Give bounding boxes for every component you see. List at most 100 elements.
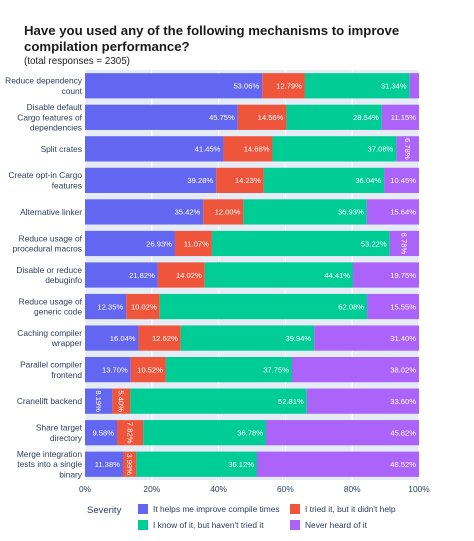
bar-segment (123, 451, 137, 477)
bar-value-label: 14.02% (176, 271, 202, 280)
x-tick-label: 20% (143, 484, 160, 494)
bar-value-label: 5.40% (117, 390, 126, 412)
bar-segment (116, 420, 144, 446)
bar-segment (85, 357, 131, 383)
bar-segment (112, 388, 131, 414)
bar-segment (130, 388, 307, 414)
category-label: Merge integration tests into a single bina… (17, 449, 83, 480)
x-tick-labels: 0% 20% 40% 60% 80% 100% (79, 484, 430, 494)
bar-value-label: 48.52% (390, 460, 416, 469)
category-label: Reduce usage of generic code (19, 296, 83, 316)
bar-value-label: 12.79% (276, 82, 302, 91)
bar-value-label: 31.40% (390, 334, 416, 343)
bar-segment (306, 388, 419, 414)
category-label: Alternative linker (20, 207, 82, 217)
bar-segment (174, 230, 212, 257)
bar-value-label: 10.45% (390, 176, 416, 185)
x-tick-label: 40% (210, 484, 227, 494)
bar-segment (85, 73, 263, 99)
bar-segment (180, 325, 315, 351)
bar-value-label: 8.19% (94, 390, 103, 412)
bar-value-label: 10.52% (137, 365, 163, 374)
bar-value-label: 12.00% (215, 208, 241, 217)
bar-segment (143, 420, 266, 446)
bar-value-label: 53.22% (361, 239, 387, 248)
legend-label: I know of it, but haven't tried it (153, 520, 264, 530)
category-label: Cranelift backend (17, 396, 83, 406)
bar-value-label: 19.75% (390, 271, 416, 280)
bar-value-label: 41.45% (195, 145, 221, 154)
legend: Severity It helps me improve compile time… (87, 504, 396, 530)
bar-segment (211, 230, 390, 257)
bar-value-label: 35.42% (175, 208, 201, 217)
legend-label: It helps me improve compile times (153, 504, 280, 514)
category-labels: Reduce dependency count Disable default Car… (5, 76, 83, 480)
bar-value-label: 37.75% (263, 365, 289, 374)
bar-value-label: 52.81% (278, 397, 304, 406)
bar-segment (223, 136, 273, 162)
bar-segment (85, 325, 139, 351)
chart-title: Have you used any of the following mecha… (24, 23, 399, 54)
legend-swatch (138, 520, 148, 530)
bar-segment (409, 73, 419, 99)
bar-segment (85, 293, 127, 320)
chart-title-line: Have you used any of the following mecha… (24, 23, 399, 38)
bar-segment (265, 420, 419, 446)
bar-value-label: 11.15% (391, 113, 416, 122)
bar-segment (85, 420, 117, 446)
bar-value-label: 28.54% (353, 113, 379, 122)
bar-value-label: 21.82% (129, 271, 155, 280)
bar-value-label: 39.28% (187, 176, 213, 185)
bar-value-label: 3.99% (125, 453, 134, 475)
bar-segment (85, 388, 113, 414)
legend-label: I tried it, but it didn't help (305, 504, 396, 514)
bar-segment (389, 230, 419, 257)
bar-segment (314, 325, 419, 351)
bar-value-label: 15.55% (390, 302, 416, 311)
legend-swatch (290, 520, 300, 530)
bar-value-label: 16.04% (110, 334, 136, 343)
bar-value-label: 62.08% (338, 302, 364, 311)
chart-subtitle: (total responses = 2305) (24, 56, 130, 67)
category-label: Disable default Cargo features of dependen… (17, 102, 82, 133)
bar-segment (159, 293, 368, 320)
bar-value-label: 6.78% (403, 138, 412, 160)
bar-value-label: 36.93% (338, 208, 364, 217)
category-label: Create opt-in Cargo features (8, 170, 82, 190)
bar-value-label: 14.56% (258, 113, 284, 122)
bar-segment (85, 136, 224, 162)
bar-value-label: 14.68% (244, 145, 270, 154)
category-label: Parallel compiler frontend (20, 359, 82, 379)
category-label: Disable or reduce debuginfo (16, 265, 82, 285)
bar-segment (204, 262, 354, 288)
bar-segment (130, 357, 166, 383)
bar-value-label: 31.34% (381, 82, 407, 91)
bar-value-label: 10.02% (131, 302, 157, 311)
bar-value-label: 12.35% (97, 302, 123, 311)
bar-value-label: 7.82% (125, 422, 134, 444)
bar-value-label: 9.58% (92, 428, 114, 437)
bar-value-label: 26.93% (146, 239, 172, 248)
bar-segment (85, 199, 204, 225)
legend-item: I know of it, but haven't tried it (138, 520, 264, 530)
bar-segment (136, 451, 257, 477)
bar-value-label: 37.08% (368, 145, 394, 154)
bar-value-label: 36.78% (237, 428, 263, 437)
category-label: Split crates (41, 144, 82, 154)
legend-swatch (290, 504, 300, 514)
x-tick-label: 100% (408, 484, 430, 494)
category-label: Caching compiler wrapper (17, 328, 82, 348)
bar-value-label: 11.38% (95, 460, 120, 469)
x-tick-label: 60% (277, 484, 294, 494)
bar-segment (256, 451, 420, 477)
bar-value-label: 45.75% (209, 113, 235, 122)
bar-segment (243, 199, 367, 225)
legend-label: Never heard of it (305, 520, 368, 530)
bar-segment (216, 167, 264, 193)
bar-segment (381, 104, 419, 130)
bar-segment (85, 104, 238, 130)
bar-value-label: 12.62% (152, 334, 178, 343)
bar-segment (165, 357, 292, 383)
category-label: Reduce usage of procedural macros (13, 233, 83, 253)
